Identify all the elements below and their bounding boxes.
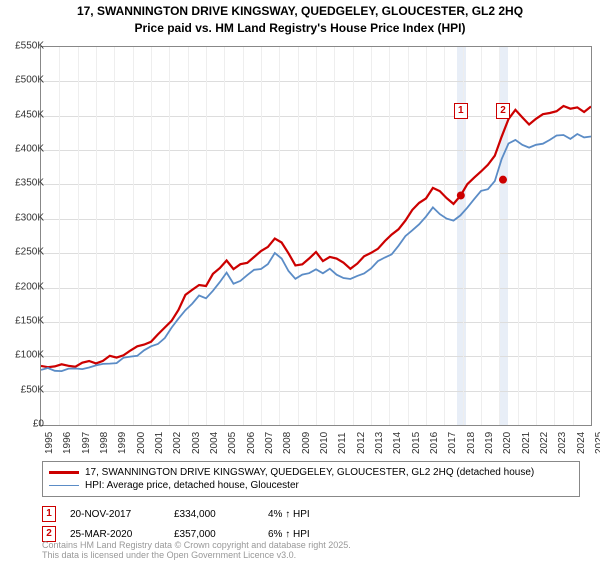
- sale-records: 1 20-NOV-2017 £334,000 4% ↑ HPI 2 25-MAR…: [42, 504, 582, 544]
- legend-label: HPI: Average price, detached house, Glou…: [85, 480, 299, 491]
- x-axis-label: 2001: [154, 432, 165, 454]
- chart-marker-label: 2: [496, 103, 510, 119]
- footer-line2: This data is licensed under the Open Gov…: [42, 551, 351, 561]
- sale-price: £334,000: [174, 509, 254, 520]
- x-axis-label: 2020: [502, 432, 513, 454]
- y-axis-label: £500K: [15, 75, 44, 86]
- y-axis-label: £300K: [15, 212, 44, 223]
- x-axis-label: 2016: [429, 432, 440, 454]
- x-axis-label: 2010: [319, 432, 330, 454]
- legend-label: 17, SWANNINGTON DRIVE KINGSWAY, QUEDGELE…: [85, 467, 534, 478]
- legend-item-property: 17, SWANNINGTON DRIVE KINGSWAY, QUEDGELE…: [49, 466, 573, 479]
- legend-item-hpi: HPI: Average price, detached house, Glou…: [49, 479, 573, 492]
- sale-point: [457, 191, 465, 199]
- y-axis-label: £200K: [15, 281, 44, 292]
- y-axis-label: £450K: [15, 109, 44, 120]
- x-axis-label: 2021: [521, 432, 532, 454]
- x-axis-label: 2004: [209, 432, 220, 454]
- x-axis-label: 2009: [301, 432, 312, 454]
- y-axis-label: £400K: [15, 144, 44, 155]
- x-axis-label: 2007: [264, 432, 275, 454]
- y-axis-label: £50K: [21, 384, 44, 395]
- chart-title-line1: 17, SWANNINGTON DRIVE KINGSWAY, QUEDGELE…: [0, 0, 600, 21]
- y-axis-label: £100K: [15, 350, 44, 361]
- x-axis-label: 2000: [136, 432, 147, 454]
- x-axis-label: 2025: [594, 432, 600, 454]
- x-axis-label: 1998: [99, 432, 110, 454]
- sale-price: £357,000: [174, 529, 254, 540]
- x-axis-label: 2023: [557, 432, 568, 454]
- sale-diff: 6% ↑ HPI: [268, 529, 348, 540]
- y-axis-label: £0: [33, 419, 44, 430]
- x-axis-label: 2005: [227, 432, 238, 454]
- x-axis-label: 2014: [392, 432, 403, 454]
- x-axis-label: 1995: [44, 432, 55, 454]
- y-axis-label: £550K: [15, 41, 44, 52]
- x-axis-label: 2015: [411, 432, 422, 454]
- sale-diff: 4% ↑ HPI: [268, 509, 348, 520]
- legend-swatch: [49, 471, 79, 473]
- y-axis-label: £350K: [15, 178, 44, 189]
- sale-marker: 1: [42, 506, 56, 522]
- y-axis-label: £250K: [15, 247, 44, 258]
- x-axis-label: 2008: [282, 432, 293, 454]
- x-axis-label: 2012: [356, 432, 367, 454]
- sale-date: 25-MAR-2020: [70, 529, 160, 540]
- y-axis-label: £150K: [15, 315, 44, 326]
- x-axis-label: 2003: [191, 432, 202, 454]
- x-axis-label: 1997: [81, 432, 92, 454]
- x-axis-label: 2019: [484, 432, 495, 454]
- x-axis-label: 2018: [466, 432, 477, 454]
- x-axis-label: 2002: [172, 432, 183, 454]
- chart-marker-label: 1: [454, 103, 468, 119]
- x-axis-label: 2013: [374, 432, 385, 454]
- chart-title-line2: Price paid vs. HM Land Registry's House …: [0, 21, 600, 41]
- x-axis-label: 2011: [337, 432, 348, 454]
- sale-date: 20-NOV-2017: [70, 509, 160, 520]
- x-axis-label: 2006: [246, 432, 257, 454]
- sale-point: [499, 176, 507, 184]
- x-axis-label: 2022: [539, 432, 550, 454]
- legend-swatch: [49, 485, 79, 487]
- sale-row: 1 20-NOV-2017 £334,000 4% ↑ HPI: [42, 504, 582, 524]
- x-axis-label: 1996: [62, 432, 73, 454]
- x-axis-label: 2024: [576, 432, 587, 454]
- legend-box: 17, SWANNINGTON DRIVE KINGSWAY, QUEDGELE…: [42, 461, 580, 497]
- chart-plot-area: 12: [40, 46, 592, 426]
- x-axis-label: 1999: [117, 432, 128, 454]
- x-axis-label: 2017: [447, 432, 458, 454]
- footer-attribution: Contains HM Land Registry data © Crown c…: [42, 541, 351, 561]
